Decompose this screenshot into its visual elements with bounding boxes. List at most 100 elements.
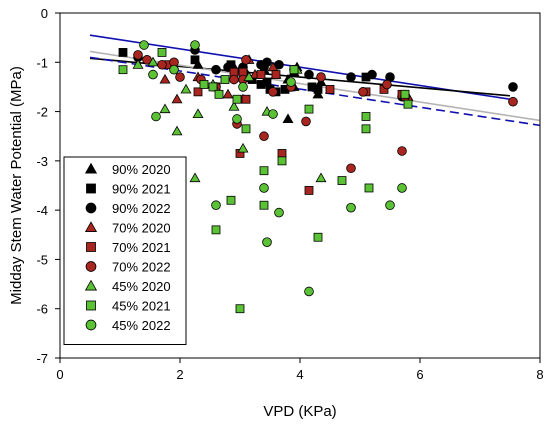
data-point xyxy=(235,304,245,314)
legend-marker xyxy=(86,242,96,252)
x-tick-label: 8 xyxy=(536,367,543,382)
data-point xyxy=(157,59,167,70)
legend-marker xyxy=(85,261,97,272)
data-point xyxy=(325,84,335,94)
data-point xyxy=(271,70,281,80)
data-point xyxy=(400,89,410,99)
data-point xyxy=(259,131,269,142)
data-point xyxy=(361,124,371,134)
data-point xyxy=(232,114,242,124)
data-point xyxy=(180,83,192,94)
data-point xyxy=(346,202,356,213)
data-point xyxy=(274,207,284,218)
data-point xyxy=(301,116,311,127)
data-point xyxy=(259,183,269,193)
data-point xyxy=(211,64,221,75)
data-point xyxy=(148,69,158,80)
data-point xyxy=(132,59,144,69)
data-point xyxy=(259,166,269,176)
data-point xyxy=(241,94,251,104)
data-point xyxy=(315,172,327,183)
data-point xyxy=(259,200,269,210)
legend-label: 90% 2021 xyxy=(112,182,171,197)
data-point xyxy=(241,124,251,134)
data-point xyxy=(364,183,374,193)
data-point xyxy=(304,286,314,297)
data-point xyxy=(192,108,204,119)
data-point xyxy=(151,111,161,122)
y-tick-label: -7 xyxy=(36,351,48,366)
data-point xyxy=(159,73,171,84)
axes: 0 2 4 6 8 0 -1 -2 -3 -4 -5 -6 -7 xyxy=(36,6,543,382)
data-point xyxy=(289,65,299,75)
data-point xyxy=(286,77,296,87)
data-point xyxy=(304,186,314,195)
x-tick-label: 6 xyxy=(416,367,423,382)
data-points xyxy=(118,40,518,314)
legend-marker xyxy=(84,162,98,174)
legend-label: 70% 2020 xyxy=(112,221,171,236)
data-point xyxy=(382,79,392,90)
data-point xyxy=(316,72,326,82)
data-point xyxy=(171,125,183,136)
data-point xyxy=(214,89,224,99)
data-point xyxy=(147,56,159,67)
data-point xyxy=(367,69,377,80)
data-point xyxy=(403,99,413,109)
data-point xyxy=(282,113,294,123)
data-point xyxy=(208,82,218,92)
data-point xyxy=(304,104,314,114)
data-point xyxy=(346,72,356,82)
data-point xyxy=(118,65,128,75)
data-point xyxy=(199,80,209,89)
data-point xyxy=(358,87,368,97)
data-point xyxy=(189,172,201,183)
data-point xyxy=(175,72,185,82)
y-tick-label: -3 xyxy=(36,154,48,169)
data-point xyxy=(346,163,356,174)
data-point xyxy=(262,237,272,247)
y-tick-label: -2 xyxy=(36,105,48,120)
legend-box xyxy=(63,156,187,345)
data-point xyxy=(226,195,236,205)
fit-lines xyxy=(89,34,541,127)
data-point xyxy=(133,50,143,60)
legend-label: 45% 2021 xyxy=(112,299,171,314)
data-point xyxy=(277,156,287,166)
legend-marker xyxy=(86,183,96,194)
y-axis-label: Midday Stem Water Potential (MPa) xyxy=(8,66,25,305)
legend-marker xyxy=(84,279,98,291)
data-point xyxy=(118,48,128,57)
legend-label: 45% 2020 xyxy=(112,279,171,294)
data-point xyxy=(385,200,395,211)
legend-marker xyxy=(84,221,98,232)
data-point xyxy=(243,71,255,82)
data-point xyxy=(256,70,266,80)
data-point xyxy=(211,200,221,211)
data-point xyxy=(508,96,518,107)
legend-label: 70% 2021 xyxy=(112,240,171,255)
data-point xyxy=(508,82,518,92)
data-point xyxy=(222,88,234,99)
legend-label: 90% 2022 xyxy=(112,201,171,216)
legend-label: 90% 2020 xyxy=(112,162,171,177)
data-point xyxy=(397,183,407,193)
data-point xyxy=(361,112,371,121)
y-tick-label: 0 xyxy=(41,6,48,21)
legend: 90% 2020 90% 2021 90% 2022 70% 2020 70% 2021… xyxy=(63,156,187,345)
data-point xyxy=(157,48,167,57)
data-point xyxy=(238,82,248,92)
data-point xyxy=(268,109,278,119)
data-point xyxy=(169,64,179,75)
data-point xyxy=(228,101,240,111)
data-point xyxy=(313,84,323,94)
legend-marker xyxy=(86,300,96,311)
y-tick-label: -5 xyxy=(36,252,48,267)
y-tick-label: -6 xyxy=(36,302,48,317)
data-point xyxy=(190,55,200,65)
data-point xyxy=(139,40,149,50)
x-tick-label: 2 xyxy=(176,367,183,382)
data-point xyxy=(397,146,407,156)
